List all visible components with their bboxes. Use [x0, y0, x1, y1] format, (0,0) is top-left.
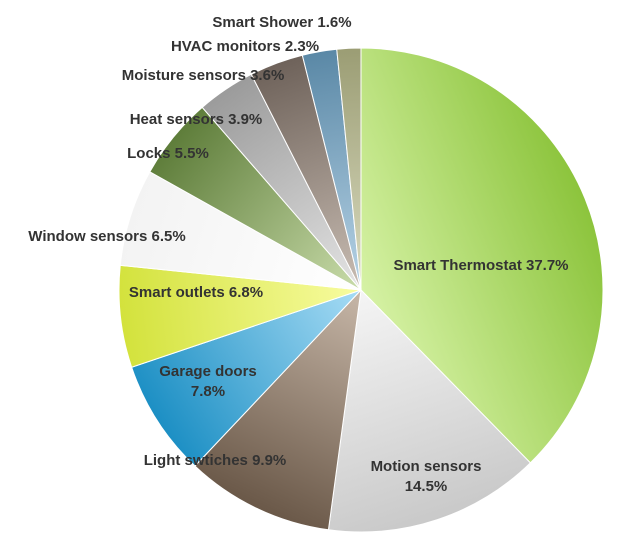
- pie-label-locks: Locks 5.5%: [127, 145, 209, 162]
- pie-slice-smart-thermostat: [360, 47, 604, 464]
- pie-slices: [118, 47, 604, 533]
- pie-labels: Smart Thermostat 37.7% Motion sensors 14.5…: [28, 14, 568, 495]
- pie-slice-smart-shower: [336, 47, 362, 291]
- pie-label-garage-doors: Garage doors 7.8%: [159, 363, 257, 400]
- pie-label-moisture-sensors: Moisture sensors 3.6%: [122, 67, 285, 84]
- pie-label-smart-shower: Smart Shower 1.6%: [212, 14, 351, 31]
- pie-slice-light-swtiches: [194, 288, 362, 531]
- pie-label-motion-sensors: Motion sensors 14.5%: [371, 458, 482, 495]
- pie-label-light-swtiches: Light swtiches 9.9%: [144, 452, 287, 469]
- pie-label-smart-thermostat: Smart Thermostat 37.7%: [393, 257, 568, 274]
- pie-slice-motion-sensors: [327, 288, 532, 533]
- pie-label-smart-outlets: Smart outlets 6.8%: [129, 284, 263, 301]
- pie-slice-garage-doors: [131, 289, 362, 467]
- pie-label-heat-sensors: Heat sensors 3.9%: [130, 111, 263, 128]
- pie-label-hvac-monitors: HVAC monitors 2.3%: [171, 38, 319, 55]
- pie-label-window-sensors: Window sensors 6.5%: [28, 228, 185, 245]
